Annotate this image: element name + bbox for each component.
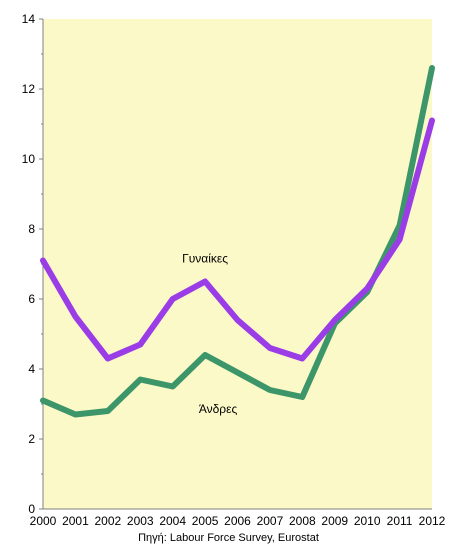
y-tick-label: 6 <box>28 292 35 306</box>
x-tick-label: 2005 <box>192 514 219 528</box>
source-note: Πηγή: Labour Force Survey, Eurostat <box>138 532 319 544</box>
series-layer <box>40 65 435 418</box>
series-line-women <box>40 117 435 362</box>
x-tick-label: 2008 <box>289 514 316 528</box>
y-tick-label: 12 <box>22 82 36 96</box>
x-tick-label: 2010 <box>354 514 381 528</box>
y-tick-label: 2 <box>28 432 35 446</box>
x-tick-label: 2000 <box>30 514 57 528</box>
x-tick-label: 2012 <box>419 514 446 528</box>
y-tick-label: 10 <box>22 152 36 166</box>
x-axis-labels: 2000 2001 2002 2003 2004 2005 2006 2007 2008 2009… <box>30 514 446 528</box>
series-label-women: Γυναίκες <box>182 251 228 265</box>
plot-area <box>43 19 432 509</box>
y-tick-label: 8 <box>28 222 35 236</box>
y-axis-labels: 0 2 4 6 8 10 12 14 <box>22 12 36 516</box>
x-tick-label: 2004 <box>159 514 186 528</box>
y-tick-label: 4 <box>28 362 35 376</box>
x-tick-label: 2009 <box>321 514 348 528</box>
x-tick-label: 2007 <box>257 514 284 528</box>
x-tick-label: 2001 <box>62 514 89 528</box>
x-tick-label: 2006 <box>224 514 251 528</box>
series-label-men: Άνδρες <box>199 402 238 416</box>
y-tick-label: 14 <box>22 12 36 26</box>
y-tick-label: 0 <box>28 502 35 516</box>
x-tick-label: 2003 <box>127 514 154 528</box>
x-tick-label: 2002 <box>94 514 121 528</box>
x-tick-label: 2011 <box>387 514 413 528</box>
